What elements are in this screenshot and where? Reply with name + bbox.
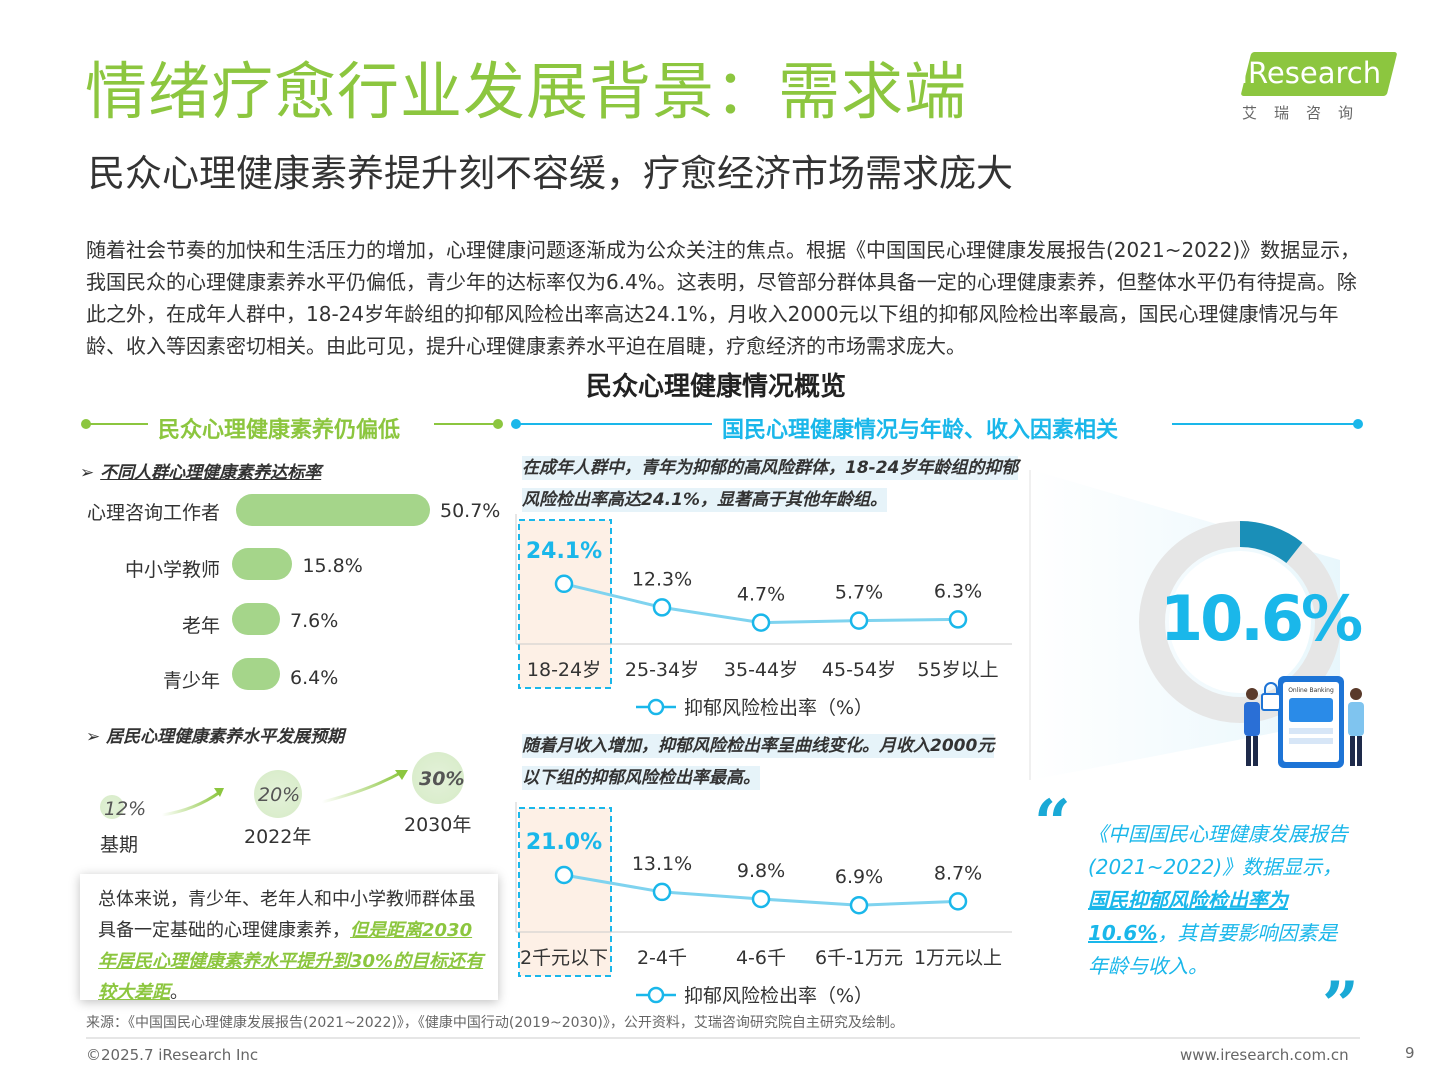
- legend-label: 抑郁风险检出率（%）: [684, 985, 873, 1007]
- bar-value: 6.4%: [290, 667, 339, 689]
- legend-marker: [647, 698, 665, 716]
- highlight-column: [519, 808, 611, 976]
- growth-arrows: [161, 770, 408, 817]
- bar-teacher: [232, 548, 293, 580]
- highlight-frame: [518, 519, 612, 689]
- x-tick-label: 18-24岁: [527, 659, 601, 681]
- x-tick-label: 2千元以下: [520, 947, 608, 969]
- x-tick-label: 1万元以上: [914, 947, 1002, 969]
- data-label: 24.1%: [526, 539, 602, 564]
- data-point: [554, 865, 574, 885]
- intro-paragraph: 随着社会节奏的加快和生活压力的增加，心理健康问题逐渐成为公众关注的焦点。根据《中…: [86, 238, 1361, 358]
- data-label: 6.3%: [934, 580, 982, 602]
- illustration-caption: Online Banking: [1288, 687, 1334, 694]
- page-number: 9: [1405, 1044, 1415, 1062]
- circle-baseline: [100, 795, 124, 819]
- close-quote-icon: ”: [1322, 968, 1359, 1043]
- logo-text: iResearch: [1240, 56, 1382, 90]
- bar-value: 7.6%: [290, 610, 339, 632]
- data-label: 13.1%: [632, 853, 692, 875]
- data-point: [751, 889, 771, 909]
- depression-rate-donut: [1139, 521, 1341, 723]
- source-note: 来源：《中国国民心理健康发展报告(2021~2022)》，《健康中国行动(201…: [86, 1015, 904, 1031]
- big-number: 10.6%: [1160, 582, 1363, 655]
- data-label: 4.7%: [737, 584, 785, 606]
- data-label: 8.7%: [934, 862, 982, 884]
- quote-bold: 国民抑郁风险检出率为10.6%: [1088, 888, 1288, 945]
- data-point: [554, 574, 574, 594]
- data-point: [751, 613, 771, 632]
- summary-text: 总体来说，青少年、老年人和中小学教师群体虽具备一定基础的心理健康素养，但是距离2…: [98, 889, 484, 1003]
- data-label: 5.7%: [835, 582, 883, 604]
- donut-center: [1169, 551, 1311, 693]
- circle-2022: [254, 770, 302, 818]
- data-point: [849, 611, 869, 630]
- bar-elderly: [232, 603, 280, 635]
- circle-value: 12%: [104, 798, 147, 820]
- data-point: [849, 895, 869, 915]
- highlight-frame: [518, 807, 612, 977]
- x-tick-label: 6千-1万元: [815, 947, 903, 969]
- bullet-development-expectation: ➢ 居民心理健康素养水平发展预期: [86, 727, 345, 747]
- bar-label: 心理咨询工作者: [86, 502, 220, 524]
- online-banking-illustration: Online Banking: [1244, 676, 1364, 768]
- bar-counselor: [236, 494, 430, 526]
- stage-label: 2022年: [244, 826, 312, 848]
- x-tick-label: 45-54岁: [822, 659, 896, 681]
- bullet-arrow-icon: ➢: [80, 463, 101, 483]
- copyright: ©2025.7 iResearch Inc: [86, 1046, 259, 1064]
- data-label: 6.9%: [835, 866, 883, 888]
- stage-label: 2030年: [404, 814, 472, 836]
- iresearch-logo: iResearch 艾瑞咨询: [1236, 52, 1398, 122]
- summary-box: 总体来说，青少年、老年人和中小学教师群体虽具备一定基础的心理健康素养，但是距离2…: [80, 874, 498, 1003]
- x-tick-label: 35-44岁: [724, 659, 798, 681]
- callout-age: 在成年人群中，青年为抑郁的高风险群体，18-24岁年龄组的抑郁风险检出率高达24…: [522, 456, 1019, 512]
- bar-value: 50.7%: [440, 500, 501, 522]
- section-title-right: 国民心理健康情况与年龄、收入因素相关: [722, 418, 1119, 443]
- data-label: 9.8%: [737, 860, 785, 882]
- highlight-column: [519, 520, 611, 688]
- bar-label: 青少年: [162, 670, 220, 692]
- x-tick-label: 4-6千: [736, 947, 786, 969]
- legend-label: 抑郁风险检出率（%）: [684, 697, 873, 719]
- donut-slice-highlight: [1139, 521, 1341, 723]
- section-title-left: 民众心理健康素养仍偏低: [158, 418, 401, 443]
- circle-value: 20%: [258, 784, 301, 806]
- data-point: [948, 610, 968, 629]
- bullet-literacy-rate: ➢ 不同人群心理健康素养达标率: [80, 463, 322, 483]
- summary-emphasis: 但是距离2030年居民心理健康素养水平提升到30%的目标还有较大差距: [98, 920, 484, 1003]
- legend-marker: [647, 986, 665, 1004]
- x-tick-label: 2-4千: [637, 947, 687, 969]
- bullet-arrow-icon: ➢: [86, 727, 107, 747]
- bar-label: 中小学教师: [124, 559, 220, 581]
- data-label: 12.3%: [632, 568, 692, 590]
- logo-subtext: 艾瑞咨询: [1242, 104, 1371, 122]
- x-tick-label: 55岁以上: [917, 659, 998, 681]
- circle-2030: [412, 752, 464, 804]
- page-subtitle: 民众心理健康素养提升刻不容缓，疗愈经济市场需求庞大: [88, 152, 1013, 195]
- bar-value: 15.8%: [302, 555, 363, 577]
- x-tick-label: 25-34岁: [625, 659, 699, 681]
- quote-text: 《中国国民心理健康发展报告(2021~2022)》数据显示，国民抑郁风险检出率为…: [1088, 822, 1348, 978]
- bar-label: 老年: [181, 615, 220, 637]
- page-title: 情绪疗愈行业发展背景：需求端: [85, 55, 968, 128]
- circle-value: 30%: [419, 768, 465, 790]
- income-line-chart: 21.0% 2千元以下 13.1% 2-4千 9.8% 4-6千 6.9% 6千-1万元 8.7…: [515, 802, 1012, 1007]
- bar-youth: [232, 658, 280, 690]
- age-line-chart: 24.1% 18-24岁 12.3% 25-34岁 4.7% 35-44岁 5.7% 45-5…: [515, 514, 1012, 719]
- callout-income: 随着月收入增加，抑郁风险检出率呈曲线变化。月收入2000元以下组的抑郁风险检出率…: [522, 734, 995, 790]
- website: www.iresearch.com.cn: [1180, 1046, 1349, 1064]
- data-point: [652, 598, 672, 617]
- data-label: 21.0%: [526, 830, 602, 855]
- open-quote-icon: “: [1034, 786, 1071, 861]
- stage-label: 基期: [100, 834, 139, 856]
- data-point: [948, 892, 968, 911]
- overview-title: 民众心理健康情况概览: [586, 372, 847, 402]
- data-point: [652, 882, 672, 902]
